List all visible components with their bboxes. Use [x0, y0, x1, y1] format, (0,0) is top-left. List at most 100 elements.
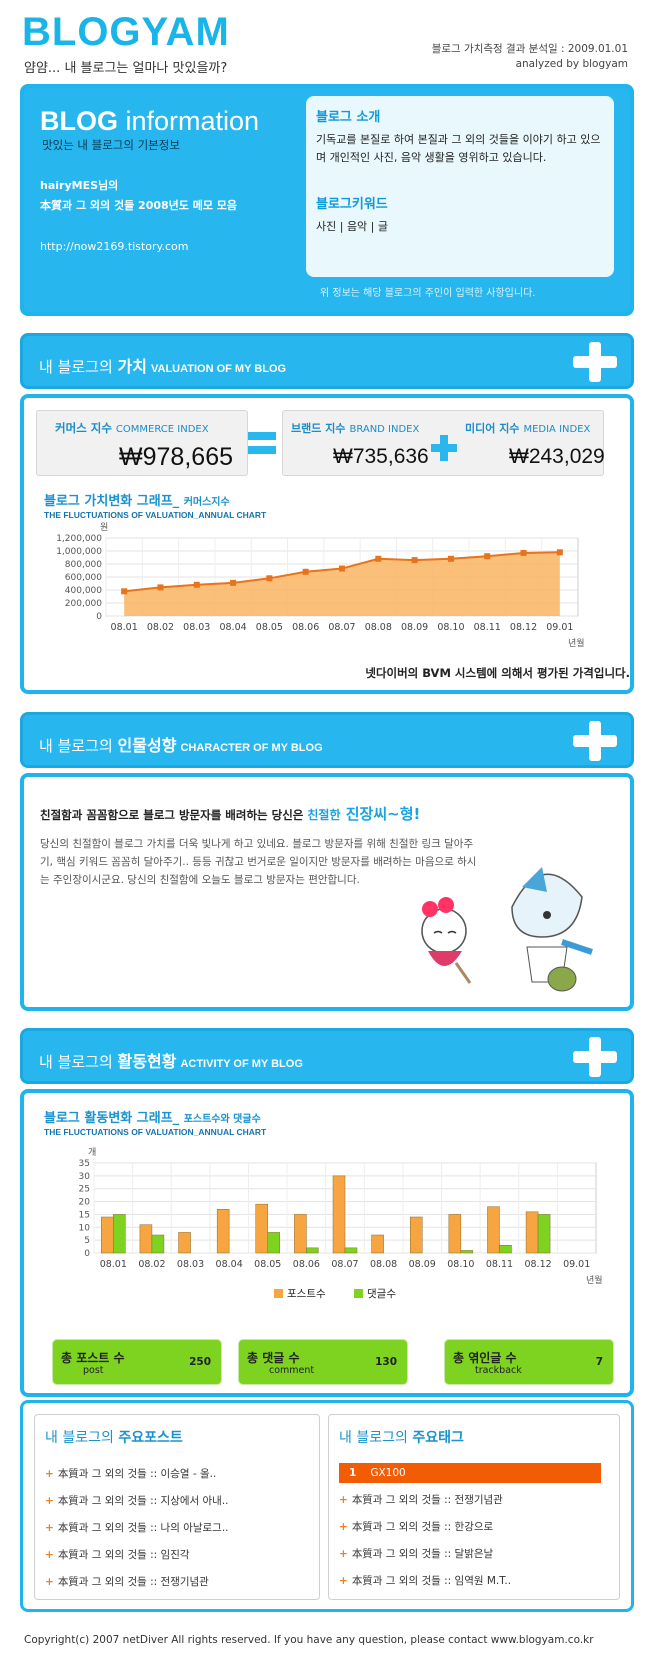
x-tick-label: 08.01	[100, 1259, 127, 1270]
bar	[409, 1216, 423, 1254]
data-point	[520, 549, 527, 556]
intro-text: 기독교를 본질로 하여 본질과 그 외의 것들을 이야기 하고 있으며 개인적인…	[316, 133, 601, 164]
list-item[interactable]: 本質과 그 외의 것들 :: 한강으로	[339, 1514, 511, 1541]
x-tick-label: 08.09	[409, 1259, 436, 1270]
y-tick-label: 0	[84, 1249, 90, 1259]
stat-label: 총 포스트 수	[61, 1351, 125, 1365]
keyword-title: 블로그키워드	[316, 197, 388, 212]
y-tick-label: 15	[79, 1210, 90, 1220]
analysis-info: 블로그 가치측정 결과 분석일 : 2009.01.01 analyzed by…	[432, 42, 628, 72]
list-item[interactable]: 本質과 그 외의 것들 :: 지상에서 아내..	[45, 1488, 229, 1515]
character-description: 당신의 친절함이 블로그 가치를 더욱 빛나게 하고 있네요. 블로그 방문자를…	[40, 838, 477, 886]
y-tick-label: 35	[79, 1159, 90, 1169]
plus-icon[interactable]	[573, 721, 617, 761]
bar	[267, 1232, 281, 1254]
list-item[interactable]: 本質과 그 외의 것들 :: 나의 아날로그..	[45, 1515, 229, 1542]
top-tags-title: 내 블로그의 주요태그	[339, 1430, 464, 1446]
blogyam-logo[interactable]: BLOGYAM	[22, 10, 230, 54]
blog-owner: hairyMES님의 本質과 그 외의 것들 2008년도 메모 모음	[40, 176, 237, 216]
top-tags-list: 本質과 그 외의 것들 :: 전쟁기념관 本質과 그 외의 것들 :: 한강으로…	[339, 1487, 511, 1595]
plus-sign-icon	[431, 435, 457, 461]
valuation-bar-title: 내 블로그의 가치 VALUATION OF MY BLOG	[39, 357, 287, 376]
data-point	[447, 555, 454, 562]
bar	[101, 1216, 114, 1254]
list-item[interactable]: 本質과 그 외의 것들 :: 전쟁기념관	[45, 1569, 229, 1596]
x-tick-label: 09.01	[546, 622, 573, 633]
blog-name: 本質과 그 외의 것들 2008년도 메모 모음	[40, 199, 238, 212]
y-tick-label: 20	[79, 1198, 91, 1208]
character-headline: 친절함과 꼼꼼함으로 블로그 방문자를 배려하는 당신은 친절한 진장씨~형!	[40, 805, 421, 823]
activity-bar-title: 내 블로그의 활동현황 ACTIVITY OF MY BLOG	[39, 1052, 303, 1071]
list-item[interactable]: 本質과 그 외의 것들 :: 달밝은날	[339, 1541, 511, 1568]
legend-swatch	[274, 1289, 283, 1298]
top-tag[interactable]: 1 GX100	[339, 1463, 601, 1483]
legend-label: 포스트수	[287, 1288, 326, 1300]
bvm-note: 넷다이버의 BVM 시스템에 의해서 평가된 가격입니다.	[365, 666, 630, 680]
character-bar-title: 내 블로그의 인물성향 CHARACTER OF MY BLOG	[39, 736, 323, 755]
bar	[344, 1247, 358, 1254]
value-graph-subtitle: THE FLUCTUATIONS OF VALUATION_ANNUAL CHA…	[44, 510, 267, 520]
list-item[interactable]: 本質과 그 외의 것들 :: 임진각	[45, 1542, 229, 1569]
commerce-label: 커머스 지수 COMMERCE INDEX	[55, 421, 209, 435]
stat-sub: post	[83, 1365, 104, 1376]
x-axis-label: 년월	[586, 1274, 603, 1286]
legend-swatch	[354, 1289, 363, 1298]
activity-graph-subtitle: THE FLUCTUATIONS OF VALUATION_ANNUAL CHA…	[44, 1127, 267, 1137]
x-tick-label: 08.04	[219, 622, 246, 633]
y-tick-label: 800,000	[65, 560, 102, 570]
top-posts-list: 本質과 그 외의 것들 :: 이승열 - 올.. 本質과 그 외의 것들 :: …	[45, 1461, 229, 1596]
header: BLOGYAM 얌얌... 내 블로그는 얼마나 맛있을까? 블로그 가치측정 …	[0, 0, 650, 80]
bar	[294, 1214, 307, 1254]
total-trackbacks-stat: 총 엮인글 수 trackback 7	[444, 1339, 614, 1385]
x-tick-label: 08.01	[111, 622, 138, 633]
plus-icon[interactable]	[573, 342, 617, 382]
x-tick-label: 08.03	[183, 622, 210, 633]
bar	[371, 1234, 384, 1254]
equals-icon	[248, 428, 276, 458]
media-value: ₩243,029	[509, 445, 605, 468]
bar	[499, 1245, 512, 1254]
x-tick-label: 08.05	[254, 1259, 281, 1270]
x-axis-label: 년월	[568, 637, 585, 649]
bar	[306, 1247, 319, 1254]
x-tick-label: 08.06	[292, 622, 319, 633]
intro-title: 블로그 소개	[316, 110, 381, 125]
list-item[interactable]: 本質과 그 외의 것들 :: 임역원 M.T..	[339, 1568, 511, 1595]
activity-section-bar[interactable]: 내 블로그의 활동현황 ACTIVITY OF MY BLOG	[20, 1028, 634, 1084]
x-tick-label: 08.03	[177, 1259, 204, 1270]
stat-label: 총 댓글 수	[247, 1351, 300, 1365]
commerce-value: ₩978,665	[119, 443, 233, 471]
x-tick-label: 09.01	[563, 1259, 590, 1270]
bar	[139, 1224, 153, 1254]
bar	[178, 1232, 191, 1254]
legend-label: 댓글수	[367, 1288, 396, 1300]
plus-icon[interactable]	[573, 1037, 617, 1077]
top-posts-title: 내 블로그의 주요포스트	[45, 1430, 183, 1446]
activity-graph-title: 블로그 활동변화 그래프_ 포스트수와 댓글수	[44, 1111, 261, 1126]
y-tick-label: 25	[79, 1185, 90, 1195]
x-tick-label: 08.06	[293, 1259, 320, 1270]
stat-value: 7	[595, 1356, 603, 1368]
blog-intro-box: 블로그 소개 기독교를 본질로 하여 본질과 그 외의 것들을 이야기 하고 있…	[306, 96, 614, 277]
bar	[448, 1214, 462, 1254]
character-panel: 친절함과 꼼꼼함으로 블로그 방문자를 배려하는 당신은 친절한 진장씨~형! …	[20, 773, 634, 1011]
area-fill	[124, 552, 560, 616]
brand-media-box: 브랜드 지수 BRAND INDEX ₩735,636 미디어 지수 MEDIA…	[282, 410, 605, 476]
total-posts-stat: 총 포스트 수 post 250	[52, 1339, 222, 1385]
y-tick-label: 5	[84, 1236, 90, 1246]
data-point	[411, 557, 418, 564]
brand-value: ₩735,636	[333, 445, 429, 468]
list-item[interactable]: 本質과 그 외의 것들 :: 전쟁기념관	[339, 1487, 511, 1514]
blog-url[interactable]: http://now2169.tistory.com	[40, 240, 189, 253]
list-item[interactable]: 本質과 그 외의 것들 :: 이승열 - 올..	[45, 1461, 229, 1488]
data-point	[193, 581, 200, 588]
valuation-section-bar[interactable]: 내 블로그의 가치 VALUATION OF MY BLOG	[20, 333, 634, 389]
y-tick-label: 400,000	[65, 586, 102, 596]
x-tick-label: 08.02	[147, 622, 174, 633]
character-section-bar[interactable]: 내 블로그의 인물성향 CHARACTER OF MY BLOG	[20, 712, 634, 768]
bar	[113, 1214, 126, 1254]
data-point	[375, 555, 382, 562]
data-point	[556, 549, 563, 556]
activity-chart: 0 5 10 15 20 25 30 35개 08.01 08.02 08.03 08.04 08.05…	[79, 1147, 603, 1300]
